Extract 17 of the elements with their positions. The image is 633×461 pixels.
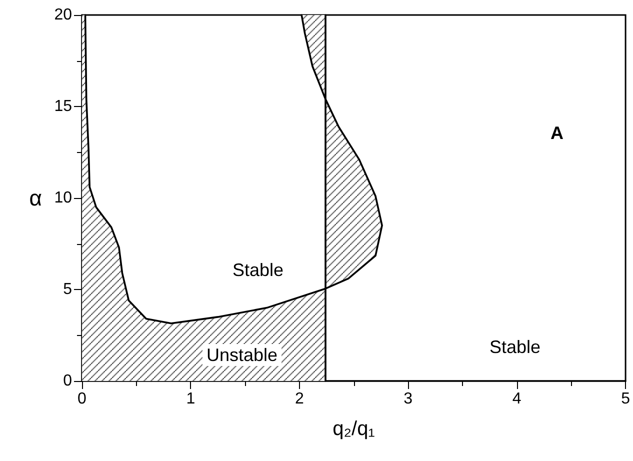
y-tick-label: 20 (54, 6, 72, 24)
y-tick-label: 15 (54, 98, 72, 115)
x-tick-label: 0 (78, 390, 87, 408)
y-tick-label: 0 (63, 372, 72, 390)
annotation: Unstable (206, 345, 278, 365)
x-tick-label: 2 (294, 390, 304, 408)
x-tick-label: 1 (186, 390, 196, 408)
annotation: Stable (489, 337, 541, 357)
x-axis-title: q₂/q₁ (332, 418, 376, 440)
x-tick-label: 3 (404, 390, 413, 408)
y-tick-label: 5 (63, 281, 72, 298)
annotation: Stable (232, 260, 284, 280)
y-axis-title: α (29, 186, 42, 210)
annotation: A (550, 123, 564, 143)
x-tick-label: 5 (621, 390, 630, 408)
y-tick-label: 10 (54, 190, 72, 206)
x-tick-label: 4 (512, 390, 522, 408)
